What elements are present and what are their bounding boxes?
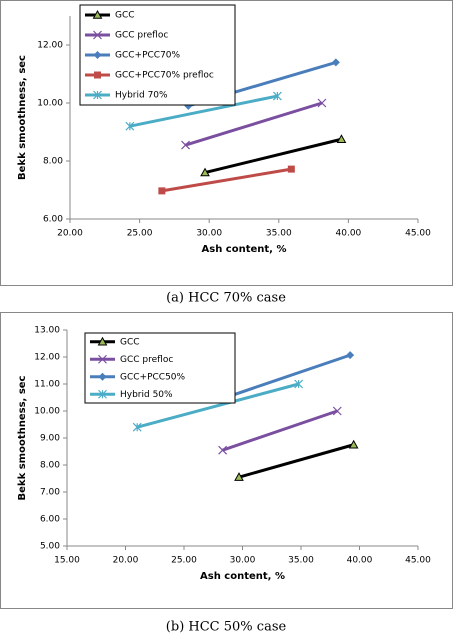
legend-marker [93,30,102,40]
series-line [229,353,351,398]
y-tick-label: 11.00 [34,380,60,390]
marker [332,406,342,416]
legend-marker [98,354,107,364]
marker [348,439,359,449]
legend-label: GCC prefloc [115,31,168,41]
series-line [222,409,338,452]
y-tick-label: 10.00 [37,99,63,109]
y-axis-label: Bekk smoothness, sec [17,375,28,500]
x-tick-label: 25.00 [127,229,153,239]
series-line [185,101,323,147]
x-tick-label: 30.00 [196,229,222,239]
legend-label: GCC+PCC70% prefloc [115,71,214,81]
x-axis-label: Ash content, % [202,244,287,255]
series-line [136,382,300,429]
marker [181,140,190,150]
y-tick-label: 12.00 [37,41,63,51]
legend-marker [93,90,102,100]
x-tick-label: 20.00 [57,229,83,239]
marker [331,58,340,67]
series-line [161,167,292,193]
marker [317,98,327,108]
marker [336,134,347,143]
marker [294,379,304,389]
legend-label: GCC [120,337,140,347]
legend-label: Hybrid 70% [115,91,168,101]
marker [132,422,142,432]
marker [200,167,210,177]
y-axis-label: Bekk smoothness, sec [17,55,28,180]
marker [125,121,135,131]
legend-marker [97,336,108,346]
legend-box [84,332,236,404]
legend-marker [98,389,107,399]
x-tick-label: 25.00 [171,556,197,566]
x-tick-label: 45.00 [405,229,431,239]
y-tick-label: 10.00 [34,407,60,417]
x-tick-label: 20.00 [113,556,139,566]
marker [272,91,282,101]
marker [158,187,166,195]
series-line [238,443,355,479]
y-tick-label: 13.00 [34,326,60,336]
marker [218,445,228,455]
x-tick-label: 35.00 [288,556,314,566]
legend-label: Hybrid 50% [120,390,173,400]
y-tick-label: 6.00 [40,515,60,525]
legend-label: GCC prefloc [120,355,173,365]
x-tick-label: 40.00 [336,229,362,239]
y-tick-label: 8.00 [40,461,60,471]
x-tick-label: 30.00 [230,556,256,566]
legend-marker [93,51,102,59]
x-axis-label: Ash content, % [200,571,285,582]
x-tick-label: 40.00 [347,556,373,566]
y-tick-label: 9.00 [40,434,60,444]
y-tick-label: 6.00 [43,215,63,225]
y-tick-label: 12.00 [34,353,60,363]
marker [234,472,244,481]
legend-label: GCC+PCC70% [115,51,181,61]
x-tick-label: 35.00 [266,229,292,239]
marker [346,351,355,360]
caption: (b) HCC 50% case [166,620,287,635]
legend-label: GCC+PCC50% [120,372,186,382]
legend-marker [92,9,103,19]
legend-marker [98,372,107,381]
y-tick-label: 5.00 [40,542,60,552]
x-tick-label: 15.00 [54,556,80,566]
series-line [204,137,342,175]
series-line [129,94,278,128]
marker [287,165,295,173]
legend-marker [94,71,101,79]
y-tick-label: 7.00 [40,488,60,498]
x-tick-label: 45.00 [405,556,431,566]
y-tick-label: 8.00 [43,157,63,167]
caption: (a) HCC 70% case [166,291,286,306]
legend-label: GCC [115,11,135,21]
